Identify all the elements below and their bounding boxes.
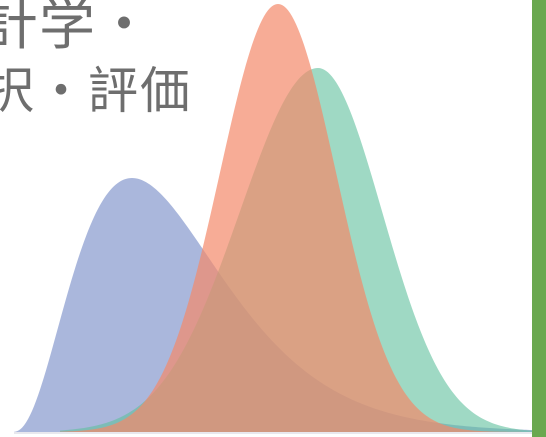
accent-bar	[532, 0, 546, 437]
distribution-curve-orange	[60, 4, 546, 432]
distribution-curve-blue	[14, 178, 546, 432]
title-line-1: 計学・	[0, 0, 153, 58]
title-line-2: 択・評価	[0, 62, 192, 120]
